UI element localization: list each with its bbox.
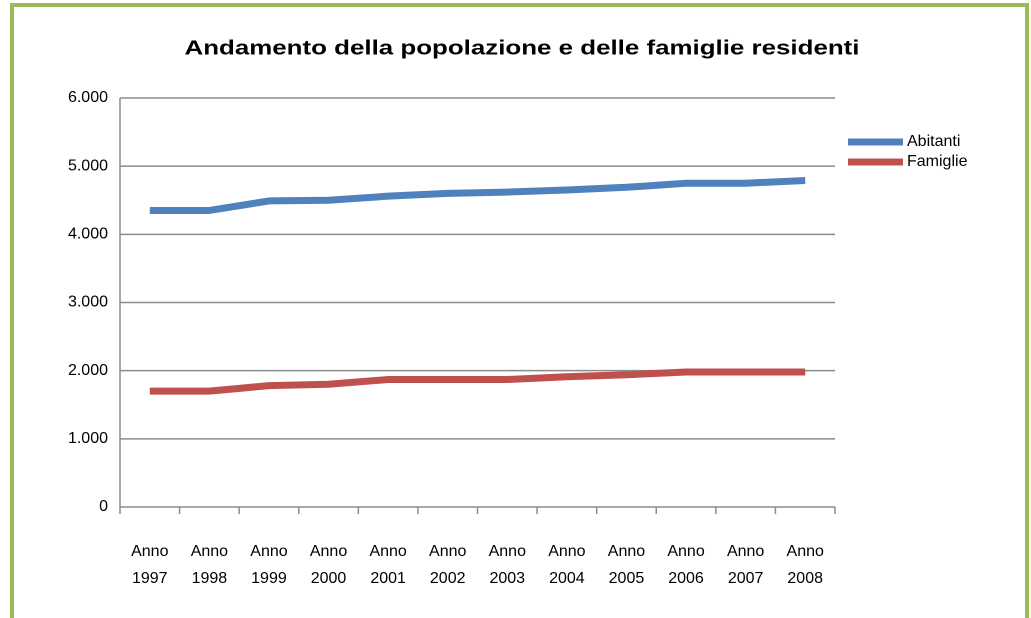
x-tick-label: Anno 2001	[369, 543, 407, 587]
series-line	[149, 176, 806, 214]
x-tick-label: Anno 2006	[667, 543, 705, 587]
y-tick-label: 2.000	[68, 362, 108, 379]
y-tick-label: 5.000	[68, 157, 108, 174]
y-tick-label: 0	[99, 498, 108, 515]
x-tick-label: Anno 2003	[488, 543, 526, 587]
x-tick-label: Anno 1997	[131, 543, 169, 587]
x-tick-label: Anno 2004	[548, 543, 586, 587]
y-tick-label: 3.000	[68, 294, 108, 311]
x-tick-label: Anno 2008	[786, 543, 824, 587]
frame	[10, 3, 1029, 618]
y-tick-label: 1.000	[68, 430, 108, 447]
x-tick-label: Anno 2005	[607, 543, 646, 587]
x-tick-label: Anno 1999	[250, 543, 288, 587]
chart-title: Andamento della popolazione e delle fami…	[185, 37, 860, 59]
x-tick-label: Anno 1998	[190, 543, 229, 587]
y-tick-label: 6.000	[68, 89, 108, 106]
x-tick-label: Anno 2002	[429, 543, 467, 587]
x-tick-label: Anno 2007	[726, 543, 765, 587]
series-line	[149, 368, 806, 395]
legend-label: Famiglie	[907, 153, 968, 170]
legend-label: Abitanti	[907, 133, 960, 150]
x-tick-label: Anno 2000	[309, 543, 348, 587]
y-tick-label: 4.000	[68, 226, 108, 243]
